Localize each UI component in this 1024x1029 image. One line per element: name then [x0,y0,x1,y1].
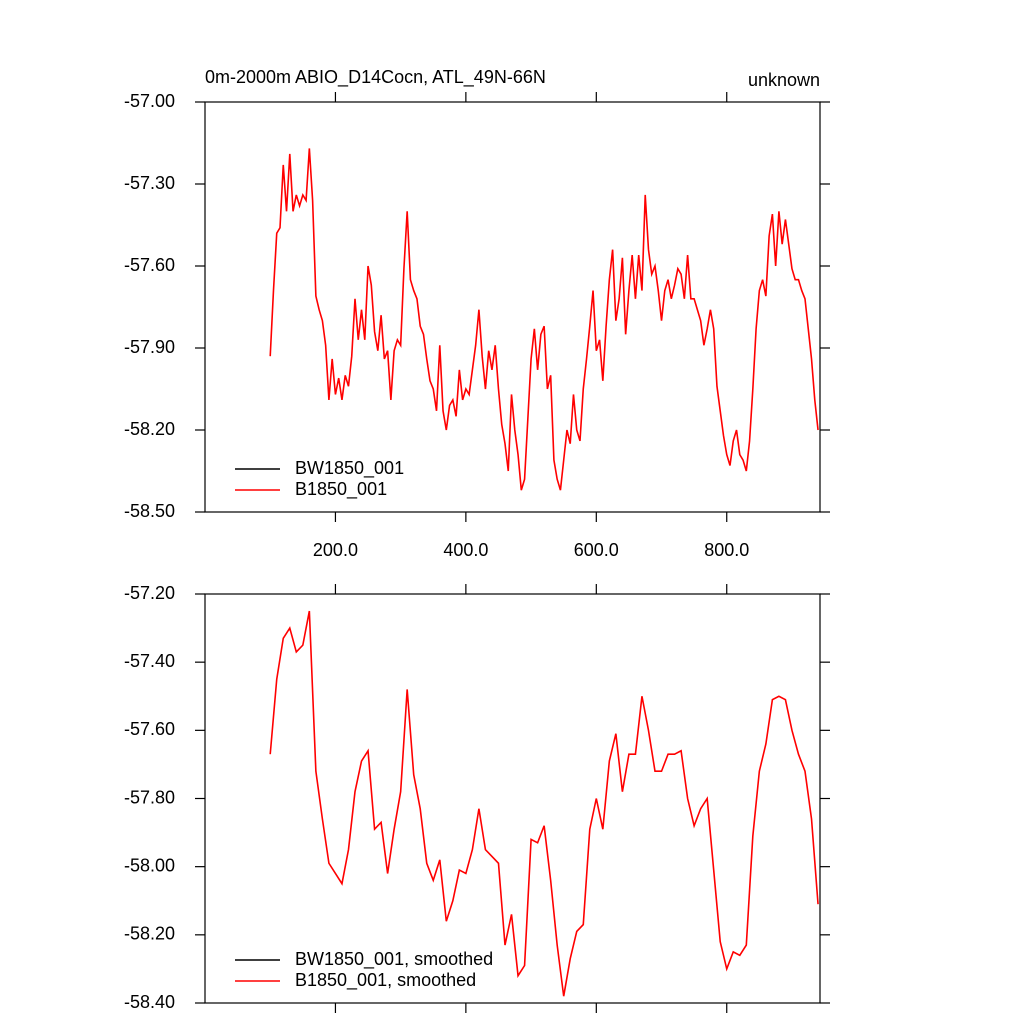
legend-label: BW1850_001, smoothed [295,949,493,970]
y-tick-label: -58.40 [124,992,175,1012]
y-tick-label: -58.50 [124,501,175,521]
x-tick-label: 600.0 [574,540,619,560]
y-tick-label: -57.80 [124,787,175,807]
y-tick-label: -57.30 [124,173,175,193]
y-tick-label: -58.00 [124,855,175,875]
x-tick-label: 200.0 [313,540,358,560]
y-tick-label: -57.40 [124,651,175,671]
legend-label: BW1850_001 [295,458,404,479]
chart-right-title: unknown [748,70,820,90]
y-tick-label: -58.20 [124,419,175,439]
legend-label: B1850_001 [295,479,387,500]
plot-frame [204,101,821,513]
y-tick-label: -57.60 [124,255,175,275]
y-tick-label: -57.00 [124,91,175,111]
data-line [269,148,819,491]
y-tick-label: -57.20 [124,583,175,603]
y-tick-label: -57.90 [124,337,175,357]
plot-frame [204,593,821,1004]
y-tick-label: -57.60 [124,719,175,739]
x-tick-label: 800.0 [704,540,749,560]
chart-title: 0m-2000m ABIO_D14Cocn, ATL_49N-66N [205,67,546,88]
x-tick-label: 400.0 [443,540,488,560]
data-line [269,610,819,997]
legend-label: B1850_001, smoothed [295,970,476,991]
y-tick-label: -58.20 [124,924,175,944]
